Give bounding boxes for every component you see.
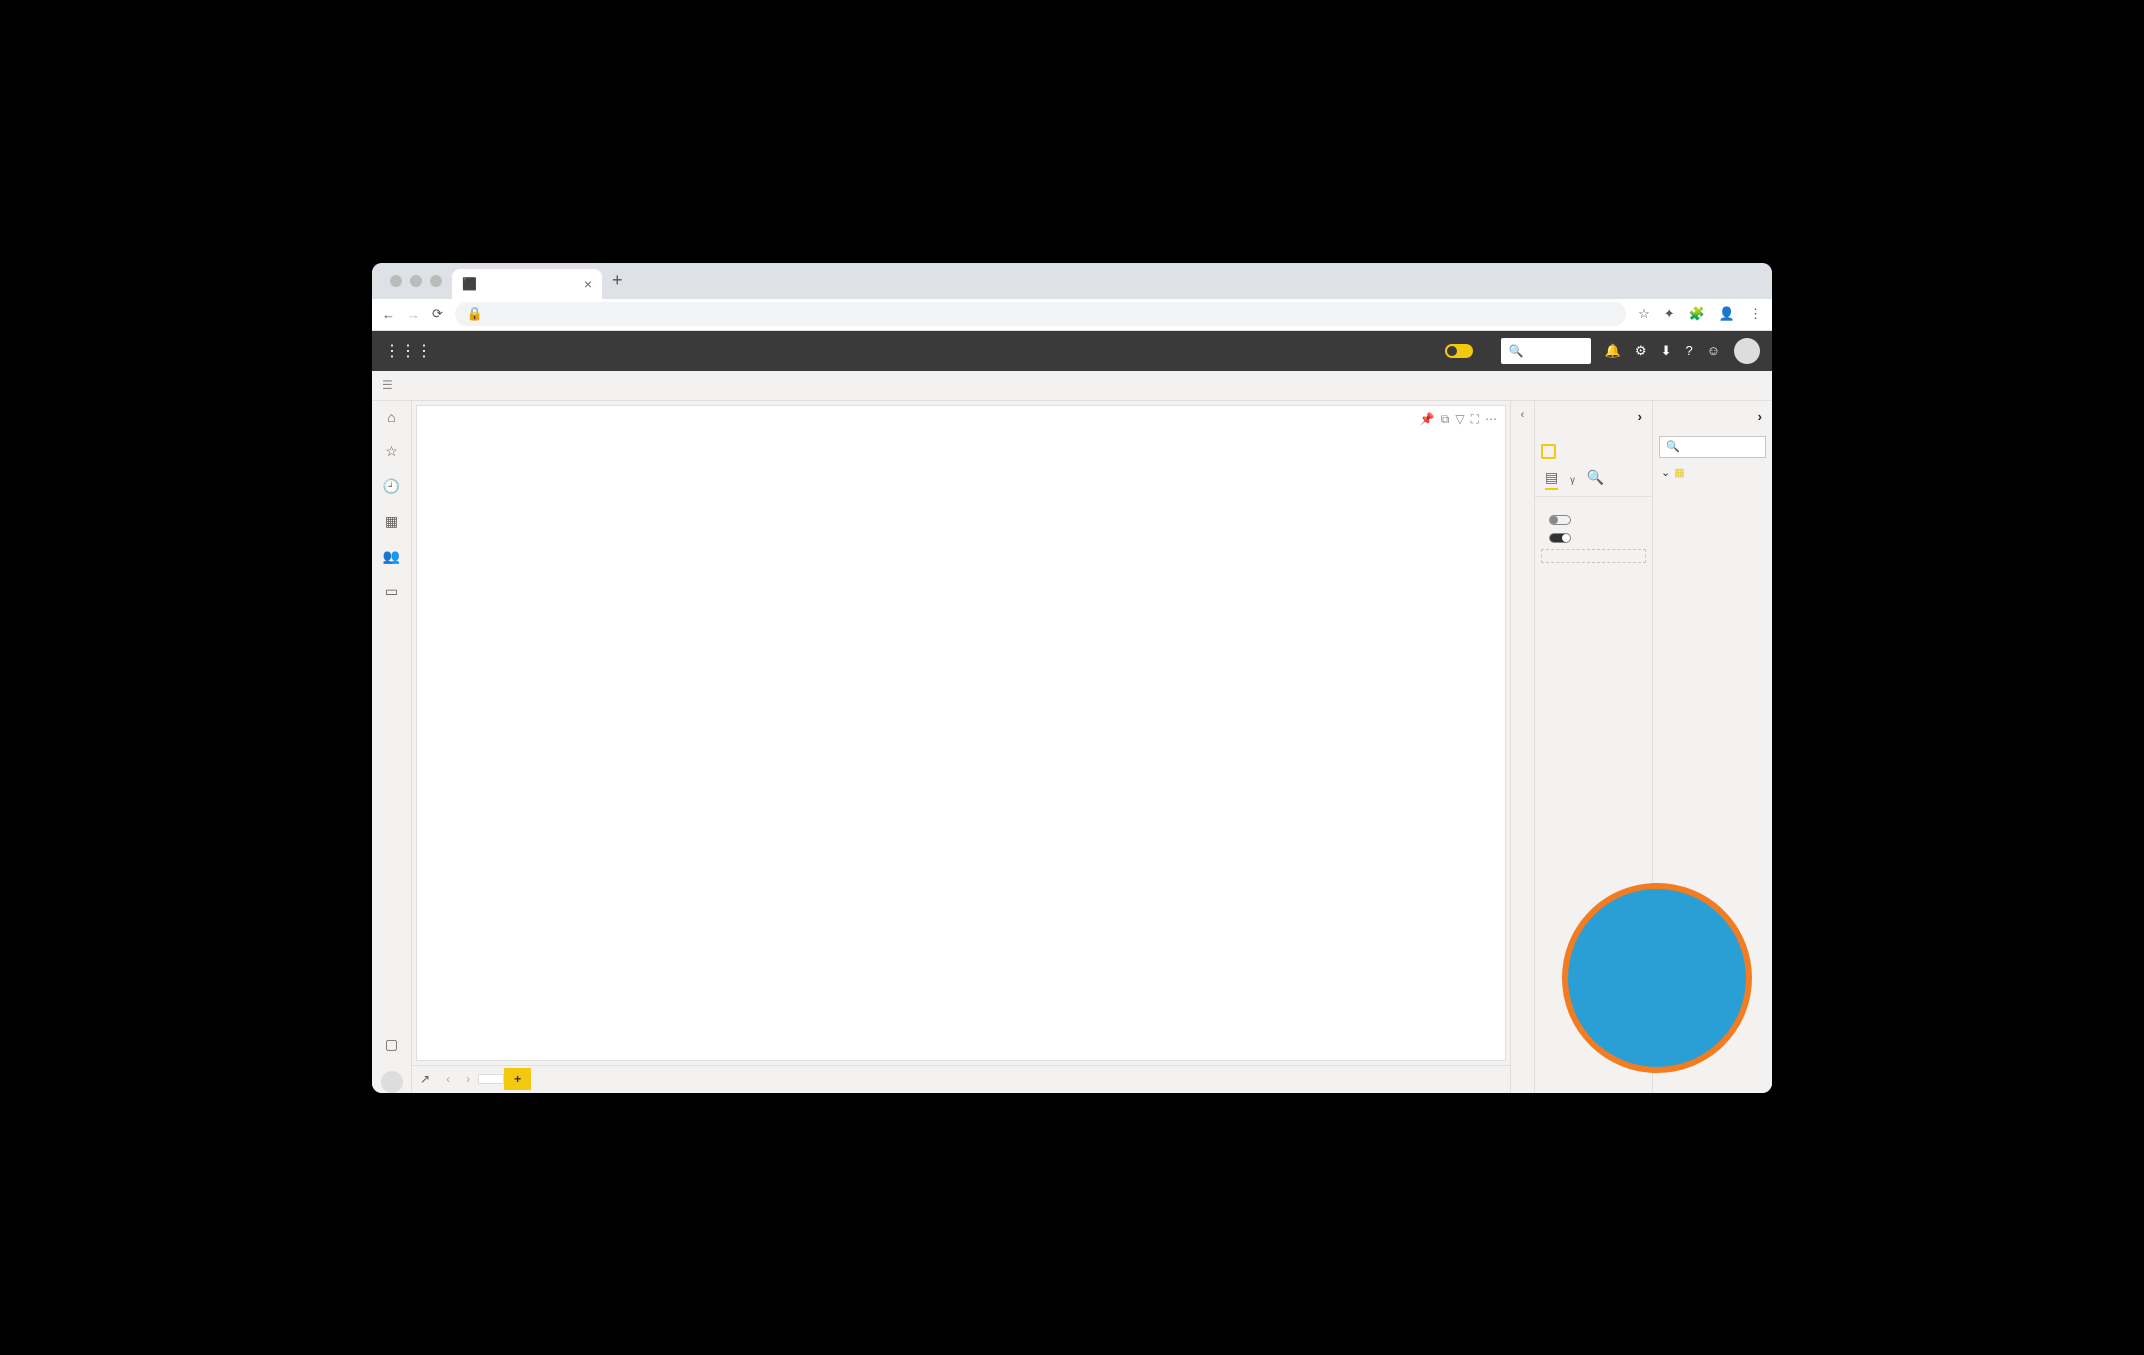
drill-through-well[interactable] [1541,549,1646,563]
feedback-icon[interactable]: ☺ [1707,343,1720,358]
copy-icon[interactable]: ⧉ [1441,412,1450,427]
pin-icon[interactable]: 📌 [1420,412,1435,427]
close-tab-icon[interactable]: × [584,276,592,292]
chart-title [417,406,1505,426]
filter-icon[interactable]: ▽ [1455,412,1464,427]
fields-search[interactable]: 🔍 [1659,436,1766,458]
puzzle-icon[interactable]: 🧩 [1689,306,1705,322]
new-tab-button[interactable]: + [602,270,633,291]
keep-filters-toggle[interactable] [1549,533,1571,543]
extension-icon[interactable]: ✦ [1664,306,1675,322]
profile-icon[interactable]: 👤 [1719,306,1735,322]
table-header[interactable]: ⌄ ▦ [1653,462,1772,483]
search-icon: 🔍 [1509,344,1524,358]
new-look-toggle[interactable] [1445,344,1473,358]
drill-through-header [1535,497,1652,509]
lock-icon: 🔒 [467,306,483,322]
browser-tab[interactable]: ⬛ × [452,269,602,299]
chevron-right-icon[interactable]: › [1638,409,1642,424]
report-canvas: 📌 ⧉ ▽ ⛶ ⋯ [416,405,1506,1061]
cross-report-toggle[interactable] [1549,515,1571,525]
ribbon: ☰ [372,371,1772,401]
window-controls [380,275,452,287]
chevron-right-icon[interactable]: › [1758,409,1762,424]
analytics-tab-icon[interactable]: 🔍 [1587,469,1604,490]
left-nav-rail: ⌂ ☆ 🕘 ▦ 👥 ▭ ▢ [372,401,412,1093]
browser-toolbar: ← → ⟳ 🔒 ☆ ✦ 🧩 👤 ⋮ [372,299,1772,331]
page-tab[interactable] [478,1074,504,1084]
mr-chart [427,776,1447,976]
filters-pane-collapsed[interactable]: ‹ [1510,401,1534,1093]
chevron-left-icon: ‹ [1521,409,1525,421]
home-icon[interactable]: ⌂ [387,409,395,425]
expand-icon[interactable]: ↗ [412,1072,438,1086]
menu-icon[interactable]: ⋮ [1749,306,1762,322]
help-icon[interactable]: ? [1685,343,1692,358]
forward-icon[interactable]: → [407,307,420,322]
add-page-button[interactable]: + [504,1068,531,1090]
star-icon[interactable]: ☆ [1638,306,1650,322]
workspaces-icon[interactable]: ▢ [385,1036,398,1053]
visual-header-icons: 📌 ⧉ ▽ ⛶ ⋯ [1420,412,1497,427]
download-icon[interactable]: ⬇ [1661,343,1672,359]
more-icon[interactable]: ⋯ [1485,412,1497,427]
pbi-header: ⋮⋮⋮ 🔍 🔔 ⚙ ⬇ ? ☺ [372,331,1772,371]
next-page-icon[interactable]: › [458,1072,478,1086]
address-bar[interactable]: 🔒 [455,302,1626,326]
search-icon: 🔍 [1666,440,1680,453]
custom-visual-icon[interactable] [1541,444,1556,459]
xmr-logo [1562,883,1752,1073]
favorites-icon[interactable]: ☆ [385,443,398,460]
x-chart [427,426,1447,776]
prev-page-icon[interactable]: ‹ [438,1072,458,1086]
page-tabs: ↗ ‹ › + [412,1065,1510,1093]
viz-format-tabs: ▤ ᵧ 🔍 [1535,463,1652,497]
recent-icon[interactable]: 🕘 [383,478,400,495]
learn-icon[interactable]: ▭ [385,583,398,600]
apps-icon[interactable]: ▦ [385,513,398,530]
tab-favicon: ⬛ [462,277,477,291]
notifications-icon[interactable]: 🔔 [1605,343,1621,359]
user-avatar[interactable] [1734,338,1760,364]
back-icon[interactable]: ← [382,307,395,322]
reload-icon[interactable]: ⟳ [432,306,443,322]
viz-gallery [1535,432,1652,440]
table-icon: ▦ [1674,466,1684,479]
global-search[interactable]: 🔍 [1501,338,1591,364]
settings-icon[interactable]: ⚙ [1635,343,1647,359]
chevron-down-icon: ⌄ [1661,466,1670,479]
app-launcher-icon[interactable]: ⋮⋮⋮ [384,341,432,361]
browser-tab-strip: ⬛ × + [372,263,1772,299]
focus-icon[interactable]: ⛶ [1471,412,1479,427]
hamburger-icon[interactable]: ☰ [372,378,403,392]
shared-icon[interactable]: 👥 [383,548,400,565]
workspace-avatar[interactable] [381,1071,403,1093]
fields-tab-icon[interactable]: ▤ [1545,469,1558,490]
format-tab-icon[interactable]: ᵧ [1570,469,1575,490]
